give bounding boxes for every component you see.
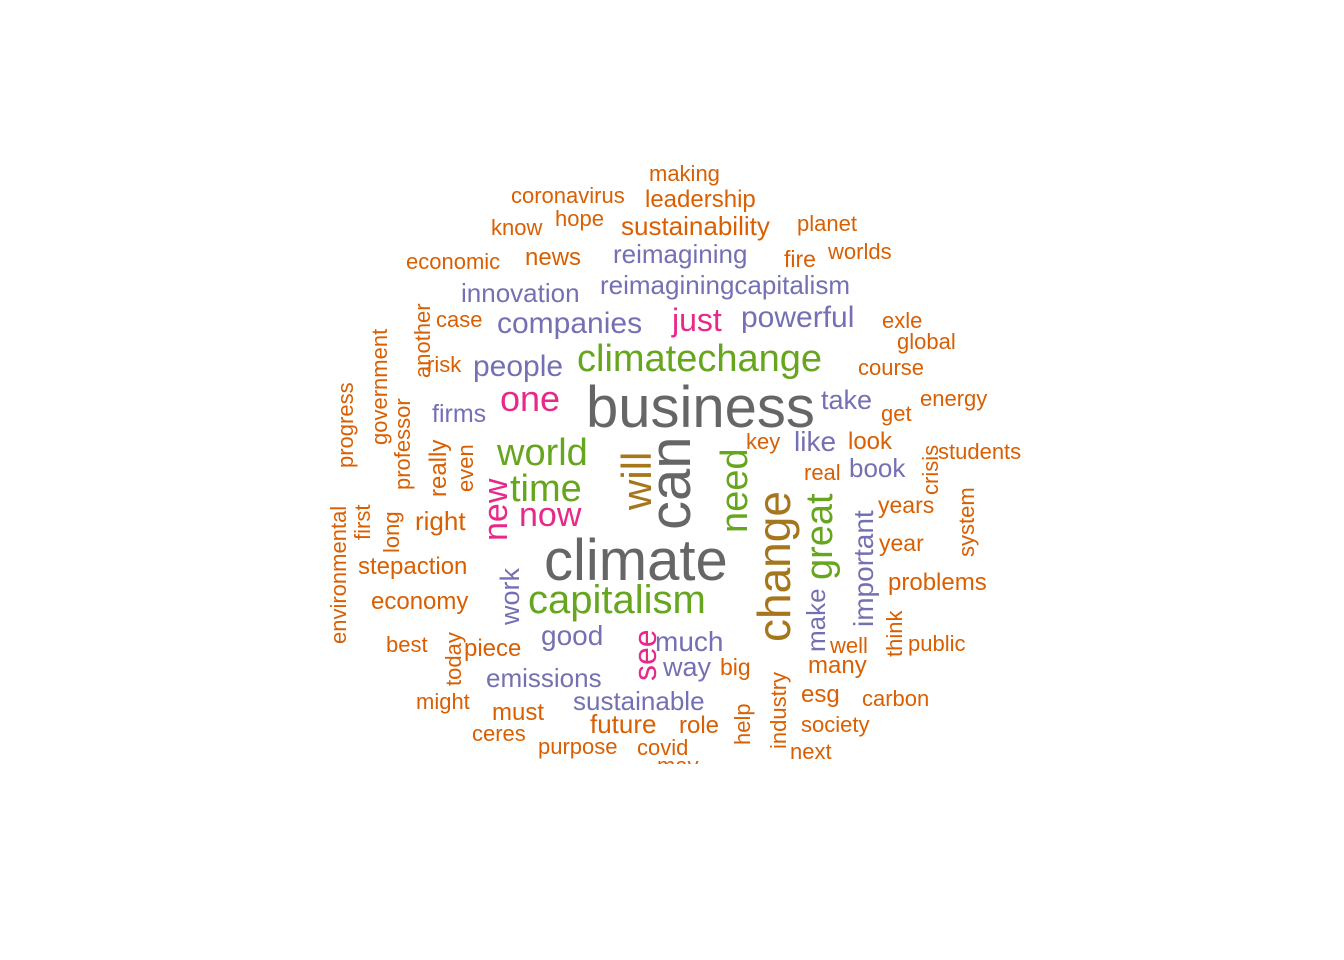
word-environmental: environmental — [326, 506, 351, 644]
word-covid: covid — [637, 735, 688, 760]
word-society: society — [801, 712, 869, 737]
word-next: next — [790, 739, 832, 764]
word-must: must — [492, 699, 544, 726]
word-system: system — [954, 487, 979, 557]
word-leadership: leadership — [645, 186, 756, 213]
word-course: course — [858, 355, 924, 380]
word-piece: piece — [464, 635, 521, 662]
word-public: public — [908, 631, 965, 656]
word-world: world — [496, 432, 588, 474]
word-important: important — [848, 510, 879, 627]
word-case: case — [436, 307, 482, 332]
word-government: government — [367, 329, 392, 445]
word-take: take — [821, 385, 872, 415]
word-way: way — [662, 652, 712, 682]
word-see: see — [627, 629, 663, 681]
word-risk: risk — [427, 352, 462, 377]
word-like: like — [794, 426, 836, 457]
word-get: get — [881, 401, 912, 426]
word-firms: firms — [432, 400, 486, 428]
word-coronavirus: coronavirus — [511, 183, 625, 208]
word-need: need — [714, 448, 756, 533]
word-future: future — [590, 709, 657, 739]
word-economy: economy — [371, 588, 468, 615]
word-year: year — [879, 530, 924, 556]
word-business: business — [586, 375, 815, 440]
word-work: work — [495, 567, 525, 626]
word-key: key — [746, 429, 780, 454]
word-climatechange: climatechange — [577, 338, 822, 380]
word-reimaginingcapitalism: reimaginingcapitalism — [600, 270, 850, 300]
word-great: great — [799, 493, 841, 580]
word-industry: industry — [766, 672, 791, 749]
word-just: just — [671, 302, 722, 338]
word-long: long — [379, 511, 404, 553]
word-ceres: ceres — [472, 721, 526, 746]
word-one: one — [500, 378, 560, 419]
word-years: years — [878, 492, 934, 518]
word-global: global — [897, 329, 956, 354]
word-companies: companies — [497, 307, 642, 340]
word-role: role — [679, 712, 719, 739]
word-well: well — [829, 633, 868, 658]
word-even: even — [453, 444, 478, 492]
word-professor: professor — [390, 398, 415, 490]
word-much: much — [655, 626, 723, 657]
word-real: real — [804, 460, 841, 485]
word-might: might — [416, 689, 470, 714]
word-problems: problems — [888, 569, 987, 596]
word-can: can — [638, 436, 703, 530]
word-carbon: carbon — [862, 686, 929, 711]
word-good: good — [541, 620, 603, 651]
word-first: first — [350, 505, 375, 540]
word-will: will — [613, 452, 660, 511]
word-time: time — [510, 468, 582, 510]
word-powerful: powerful — [741, 301, 854, 334]
word-right: right — [415, 506, 466, 536]
word-news: news — [525, 244, 581, 271]
word-look: look — [848, 428, 893, 455]
word-sustainable: sustainable — [573, 686, 705, 716]
word-think: think — [882, 610, 907, 657]
word-book: book — [849, 453, 906, 483]
word-energy: energy — [920, 386, 987, 411]
word-another: another — [410, 303, 435, 378]
word-esg: esg — [801, 681, 840, 708]
word-people: people — [473, 350, 563, 383]
word-climate: climate — [544, 528, 728, 593]
word-really: really — [425, 440, 452, 497]
word-sustainability: sustainability — [621, 211, 770, 241]
word-help: help — [730, 703, 755, 745]
word-worlds: worlds — [827, 239, 892, 264]
word-now: now — [519, 496, 582, 534]
word-make: make — [801, 588, 831, 652]
word-economic: economic — [406, 249, 500, 274]
word-crisis: crisis — [918, 445, 943, 495]
word-new: new — [477, 478, 515, 541]
word-know: know — [491, 215, 542, 240]
word-planet: planet — [797, 211, 857, 236]
word-best: best — [386, 632, 428, 657]
word-reimagining: reimagining — [613, 239, 747, 269]
word-making: making — [649, 161, 720, 186]
word-big: big — [720, 654, 751, 680]
word-progress: progress — [333, 382, 358, 468]
word-students: students — [938, 439, 1021, 464]
word-emissions: emissions — [486, 663, 602, 693]
word-change: change — [748, 491, 800, 642]
word-may: may — [657, 753, 699, 778]
word-purpose: purpose — [538, 734, 618, 759]
word-fire: fire — [784, 246, 816, 272]
word-exle: exle — [882, 308, 922, 333]
word-innovation: innovation — [461, 278, 580, 308]
word-hope: hope — [555, 206, 604, 231]
word-many: many — [808, 652, 867, 679]
word-capitalism: capitalism — [528, 578, 706, 622]
word-stepaction: stepaction — [358, 553, 467, 580]
word-today: today — [441, 632, 466, 686]
